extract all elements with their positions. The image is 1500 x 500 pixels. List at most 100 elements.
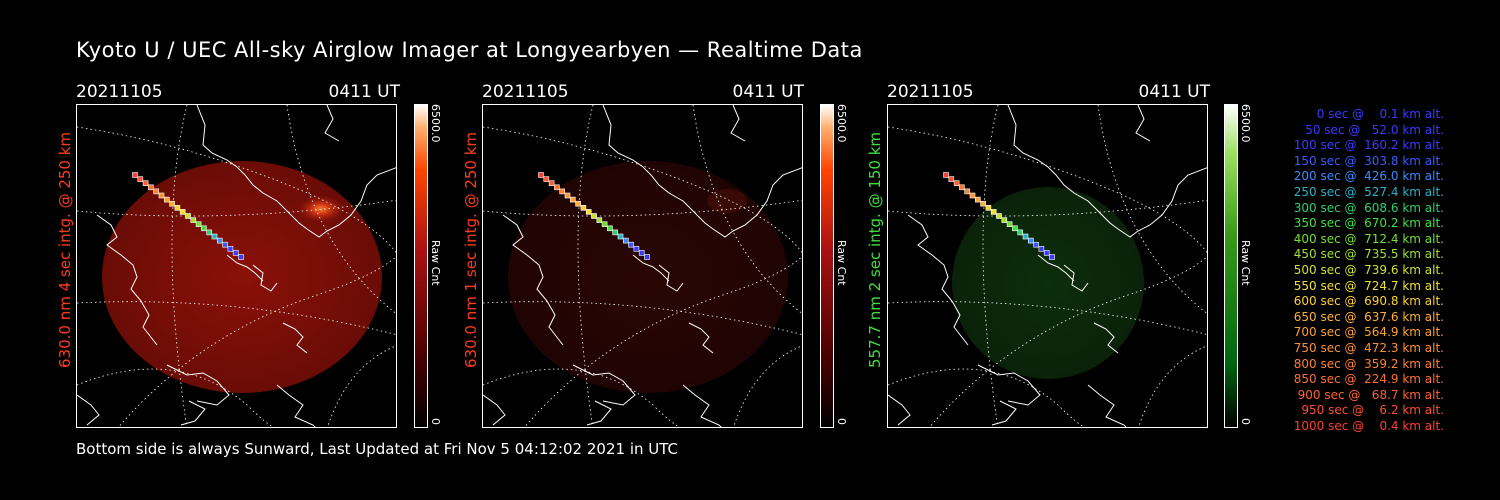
legend-row: 100 sec @ 160.2 km alt. xyxy=(1293,138,1444,153)
trajectory-point xyxy=(623,237,629,244)
panel-1-colorbar xyxy=(414,104,428,428)
trajectory-point xyxy=(1017,229,1023,236)
trajectory-point xyxy=(607,225,613,232)
trajectory-point xyxy=(1043,250,1050,256)
trajectory-point xyxy=(158,192,165,199)
panel-1-wavelength-label: 630.0 nm 4 sec intg. @ 250 km xyxy=(56,131,74,368)
trajectory-point xyxy=(1006,221,1013,227)
legend-row: 450 sec @ 735.5 km alt. xyxy=(1293,247,1444,262)
trajectory-point xyxy=(559,188,565,195)
trajectory-point xyxy=(996,213,1002,219)
trajectory-point xyxy=(964,188,970,195)
panel-1-coastline xyxy=(77,105,396,427)
trajectory-point xyxy=(548,180,555,186)
trajectory-point xyxy=(612,229,618,236)
trajectory-point xyxy=(1028,237,1034,244)
legend-row: 400 sec @ 712.4 km alt. xyxy=(1293,231,1444,246)
trajectory-point xyxy=(575,200,581,207)
legend-row: 550 sec @ 724.7 km alt. xyxy=(1293,278,1444,293)
trajectory-point xyxy=(201,225,207,232)
legend-row: 700 sec @ 564.9 km alt. xyxy=(1293,325,1444,340)
panel-3-svg xyxy=(888,105,1207,427)
trajectory-point xyxy=(195,221,202,227)
trajectory-point xyxy=(164,196,170,203)
trajectory-point xyxy=(990,209,997,215)
panel-1-grid-lines xyxy=(77,105,396,427)
trajectory-point xyxy=(638,250,645,256)
trajectory-point xyxy=(953,180,960,186)
trajectory-point xyxy=(222,241,228,248)
trajectory-point xyxy=(238,254,244,260)
trajectory-point xyxy=(132,172,138,178)
panel-2-colorbar-max: 6500.0 xyxy=(835,104,848,143)
trajectory-point xyxy=(980,200,986,207)
legend-row: 250 sec @ 527.4 km alt. xyxy=(1293,184,1444,199)
trajectory-point xyxy=(185,213,191,219)
trajectory-point xyxy=(633,246,640,252)
trajectory-point xyxy=(153,188,159,195)
trajectory-point xyxy=(174,205,181,211)
panel-3-grid-lines xyxy=(888,105,1207,427)
trajectory-point xyxy=(1001,217,1008,223)
trajectory-point xyxy=(148,184,154,191)
panel-3-colorbar-unit: Raw Cnt xyxy=(1239,240,1252,286)
panel-1-trajectory xyxy=(132,172,244,260)
legend-row: 600 sec @ 690.8 km alt. xyxy=(1293,294,1444,309)
trajectory-point xyxy=(179,209,186,215)
panel-2-coastline xyxy=(483,105,802,427)
panel-2-wavelength-label: 630.0 nm 1 sec intg. @ 250 km xyxy=(462,131,480,368)
panel-3-colorbar-min: 0 xyxy=(1239,418,1252,425)
panel-1-time: 0411 UT xyxy=(328,82,401,102)
trajectory-point xyxy=(580,205,587,211)
trajectory-point xyxy=(137,176,144,182)
panel-2-airglow-disk xyxy=(508,161,788,393)
trajectory-point xyxy=(190,217,197,223)
trajectory-point xyxy=(585,209,592,215)
trajectory-point xyxy=(617,233,624,240)
panel-3-coastline xyxy=(888,105,1207,427)
panel-2-grid-lines xyxy=(483,105,802,427)
panel-1-colorbar-max: 6500.0 xyxy=(429,104,442,143)
panel-2-svg xyxy=(483,105,802,427)
legend-row: 800 sec @ 359.2 km alt. xyxy=(1293,356,1444,371)
trajectory-point xyxy=(570,196,576,203)
trajectory-point xyxy=(1049,254,1055,260)
legend-row: 300 sec @ 608.6 km alt. xyxy=(1293,200,1444,215)
panel-2-colorbar xyxy=(820,104,834,428)
legend-row: 0 sec @ 0.1 km alt. xyxy=(1316,107,1444,121)
legend-row: 650 sec @ 637.6 km alt. xyxy=(1293,309,1444,324)
panel-3-time: 0411 UT xyxy=(1138,82,1211,102)
legend-row: 950 sec @ 6.2 km alt. xyxy=(1301,403,1444,418)
panel-1-airglow-disk xyxy=(102,161,382,393)
panel-3-image xyxy=(887,104,1208,428)
panel-1-colorbar-unit: Raw Cnt xyxy=(429,240,442,286)
panel-1-colorbar-min: 0 xyxy=(429,418,442,425)
trajectory-point xyxy=(601,221,608,227)
trajectory-point xyxy=(943,172,949,178)
trajectory-point xyxy=(169,200,175,207)
panel-3-wavelength-label: 557.7 nm 2 sec intg. @ 150 km xyxy=(866,131,884,368)
trajectory-point xyxy=(206,229,212,236)
panel-1-svg xyxy=(77,105,396,427)
panel-1-image xyxy=(76,104,397,428)
trajectory-point xyxy=(227,246,234,252)
legend-row: 500 sec @ 739.6 km alt. xyxy=(1293,262,1444,277)
trajectory-point xyxy=(975,196,981,203)
panel-3-airglow-disk xyxy=(952,187,1144,379)
panel-2-colorbar-min: 0 xyxy=(835,418,848,425)
legend-row: 150 sec @ 303.8 km alt. xyxy=(1293,153,1444,168)
trajectory-point xyxy=(543,176,550,182)
trajectory-point xyxy=(644,254,650,260)
trajectory-point xyxy=(591,213,597,219)
trajectory-point xyxy=(1038,246,1045,252)
legend-row: 200 sec @ 426.0 km alt. xyxy=(1293,169,1444,184)
panel-1-date: 20211105 xyxy=(76,82,163,102)
trajectory-point xyxy=(1022,233,1029,240)
legend-row: 900 sec @ 68.7 km alt. xyxy=(1297,387,1444,402)
panel-2-trajectory xyxy=(538,172,650,260)
trajectory-point xyxy=(1033,241,1039,248)
panel-3-trajectory xyxy=(943,172,1055,260)
trajectory-point xyxy=(564,192,571,199)
legend-row: 1000 sec @ 0.4 km alt. xyxy=(1293,418,1444,433)
trajectory-point xyxy=(554,184,560,191)
